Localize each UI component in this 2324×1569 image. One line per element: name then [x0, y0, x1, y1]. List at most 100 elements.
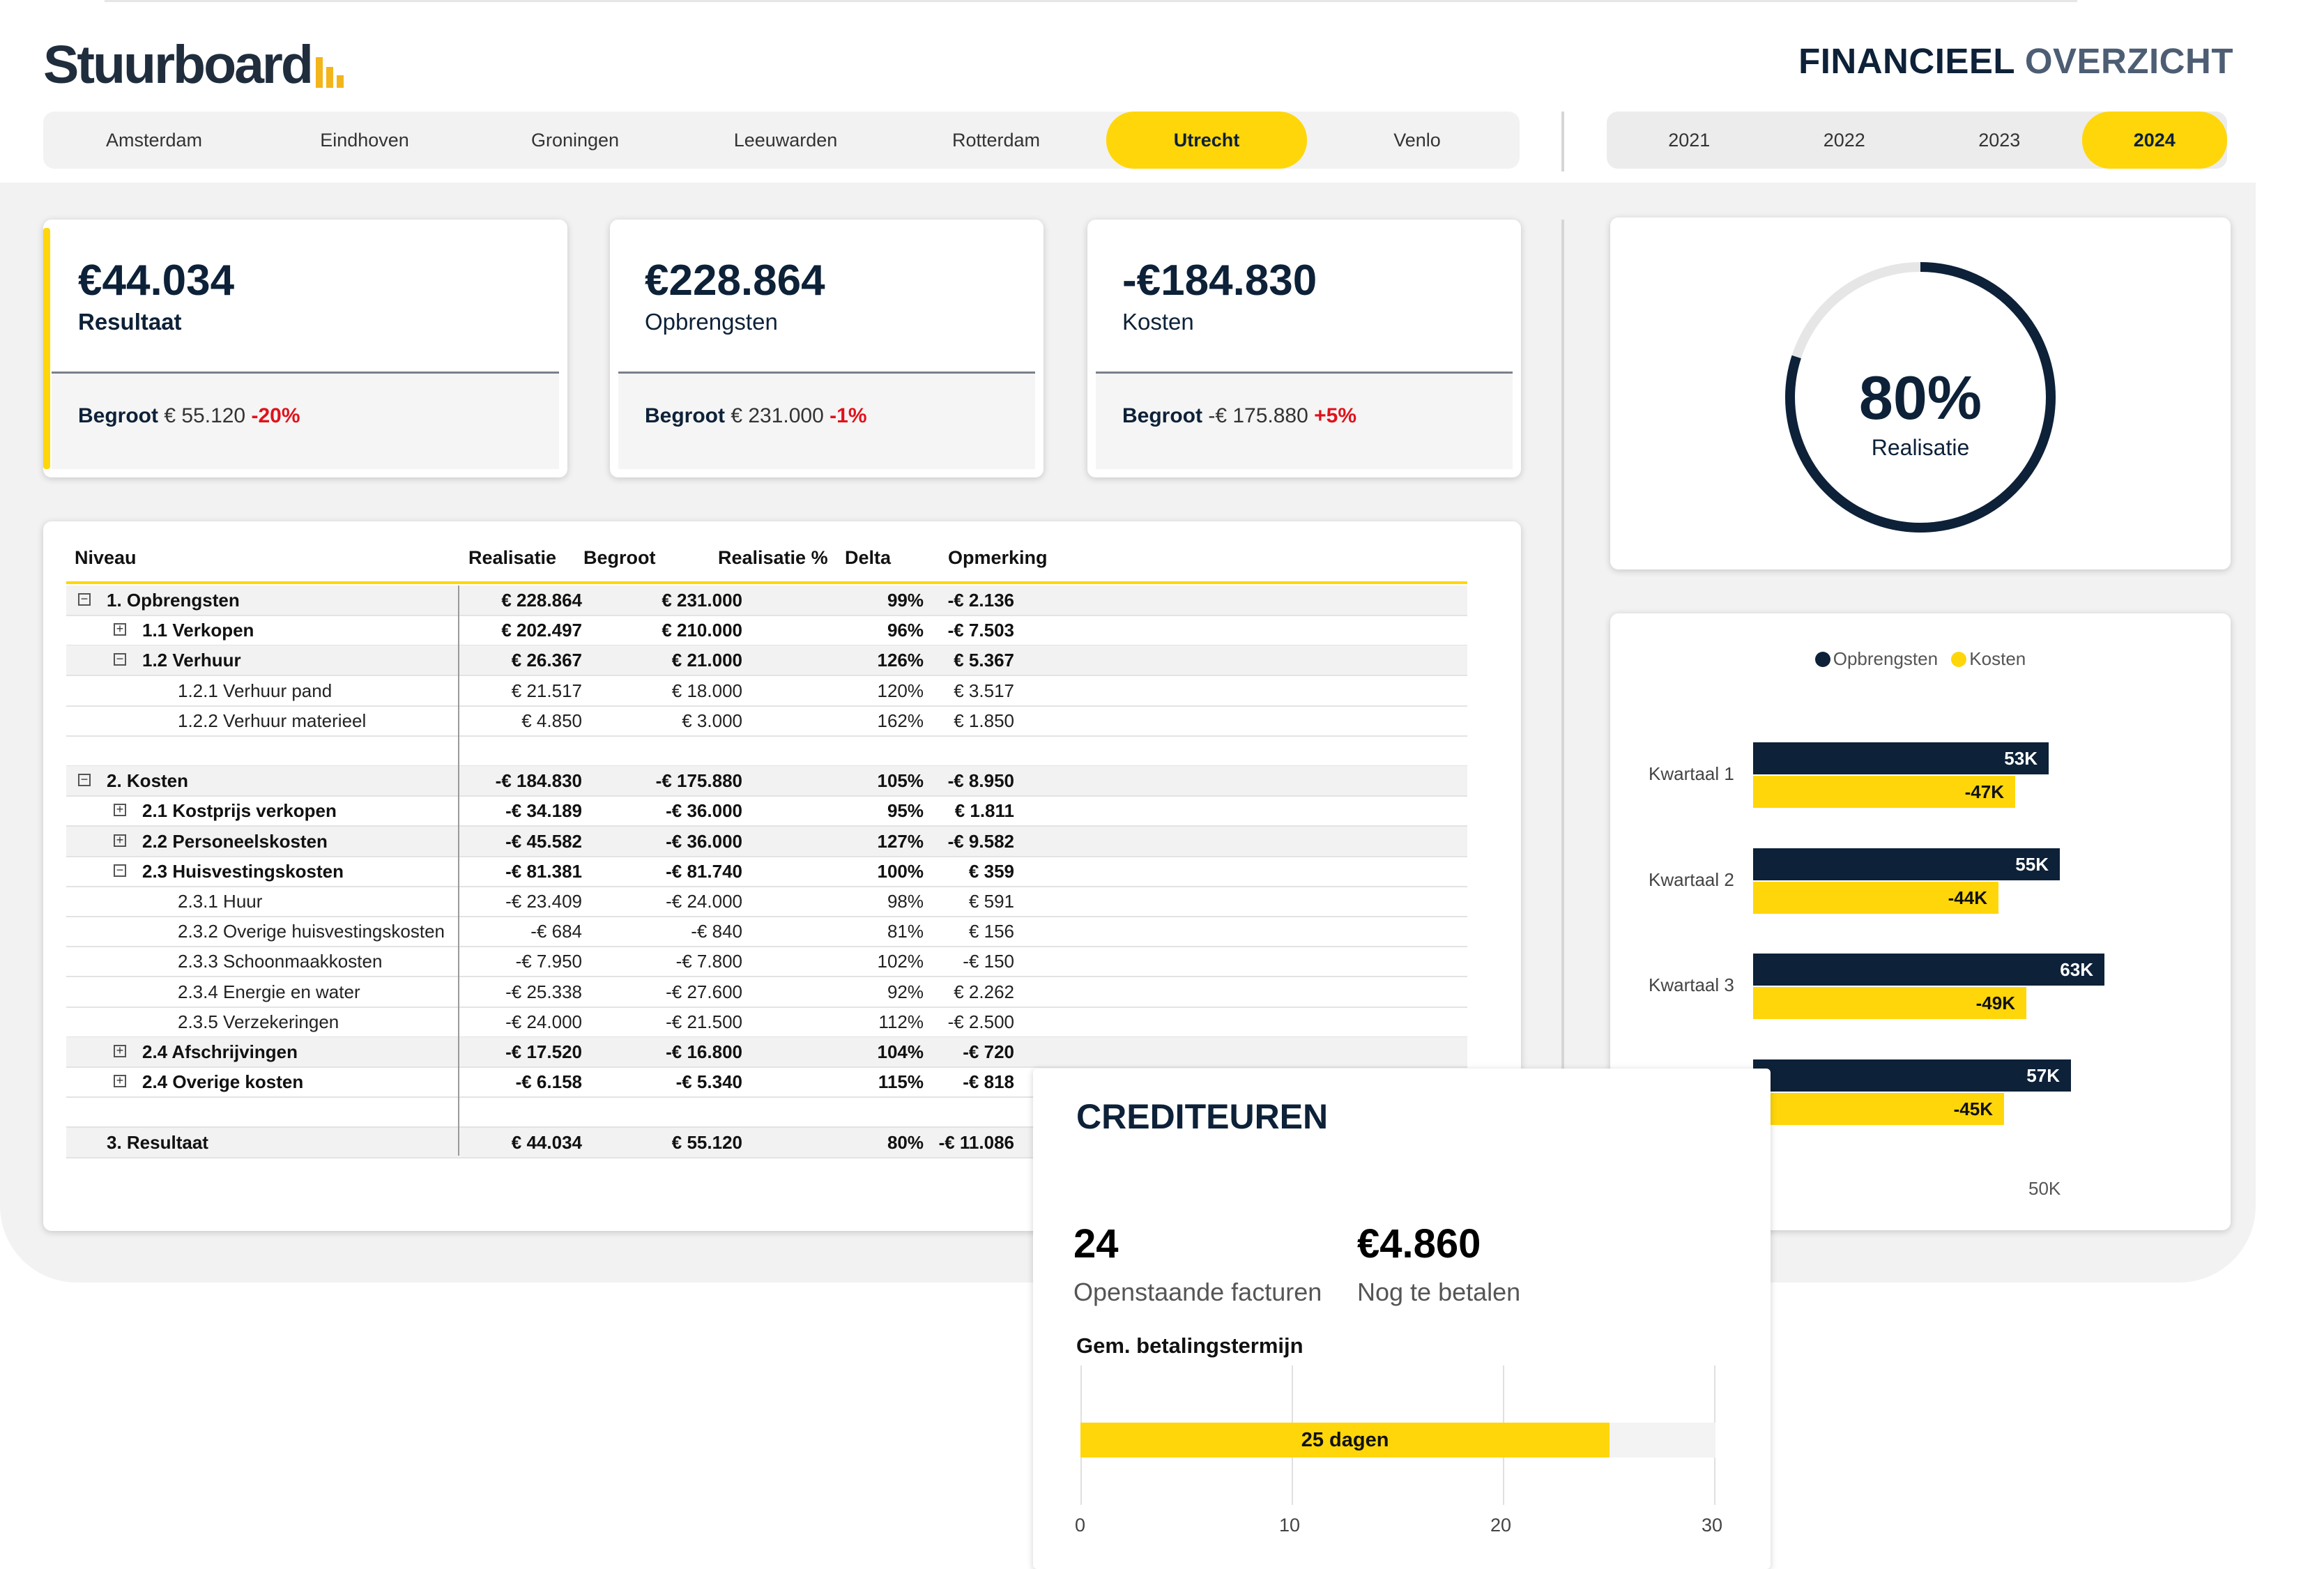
city-rotterdam[interactable]: Rotterdam [951, 129, 1041, 151]
bar-opbrengsten[interactable]: 53K [1753, 742, 2049, 774]
expand-icon[interactable]: + [114, 803, 126, 817]
cell-begroot: -€ 16.800 [666, 1041, 742, 1062]
kpi-divider [618, 372, 1035, 374]
row-label: 2.3.1 Huur [178, 891, 263, 912]
top-border [105, 0, 2077, 2]
cell-delta [924, 736, 1014, 765]
expand-icon[interactable]: + [114, 622, 126, 636]
bar-kosten[interactable]: -44K [1753, 882, 1998, 914]
year-2022[interactable]: 2022 [1823, 129, 1865, 151]
table-row[interactable]: 2.3.5 Verzekeringen -€ 24.000 -€ 21.500 112… [66, 1007, 1467, 1038]
table-row[interactable]: 2.3.3 Schoonmaakkosten -€ 7.950 -€ 7.800 10… [66, 947, 1467, 978]
collapse-icon[interactable]: − [114, 652, 126, 666]
table-row[interactable]: +2.2 Personeelskosten -€ 45.582 -€ 36.000 1… [66, 826, 1467, 857]
legend-opbrengsten[interactable]: Opbrengsten [1833, 648, 1939, 669]
table-row[interactable]: − 1. Opbrengsten € 228.864 € 231.000 99% -€ 2… [66, 585, 1467, 616]
city-leeuwarden[interactable]: Leeuwarden [733, 129, 838, 151]
col-header-niveau[interactable]: Niveau [75, 547, 137, 568]
cell-realisatie: -€ 184.830 [495, 770, 582, 792]
kpi-delta: +5% [1314, 404, 1357, 427]
row-label: 1.2 Verhuur [142, 650, 241, 671]
city-eindhoven[interactable]: Eindhoven [320, 129, 409, 151]
col-header-realisatie-pct[interactable]: Realisatie % [718, 547, 828, 568]
cell-realisatie-pct: 98% [887, 891, 924, 912]
cell-realisatie: € 202.497 [501, 620, 582, 641]
cell-realisatie-pct: 95% [887, 800, 924, 822]
col-header-begroot[interactable]: Begroot [583, 547, 656, 568]
collapse-icon[interactable]: − [78, 592, 91, 606]
table-row[interactable]: − 1.2 Verhuur € 26.367 € 21.000 126% € 5.367 [66, 645, 1467, 677]
cell-realisatie: € 4.850 [521, 710, 582, 731]
legend-kosten[interactable]: Kosten [1969, 648, 2026, 669]
table-row[interactable] [66, 736, 1467, 767]
row-label: 1.2.2 Verhuur materieel [178, 710, 367, 731]
bar-value-label: 63K [2060, 959, 2093, 980]
bar-opbrengsten[interactable]: 63K [1753, 954, 2104, 986]
table-row[interactable] [66, 1097, 1467, 1128]
kpi-card-resultaat: €44.034 Resultaat Begroot € 55.120 -20% [43, 220, 567, 477]
cell-begroot: -€ 81.740 [666, 860, 742, 882]
collapse-icon[interactable]: − [114, 864, 126, 877]
table-row[interactable]: 2.3.1 Huur -€ 23.409 -€ 24.000 98% € 591 [66, 887, 1467, 917]
city-amsterdam[interactable]: Amsterdam [105, 129, 203, 151]
bar-kosten[interactable]: -47K [1753, 776, 2015, 808]
collapse-icon[interactable]: − [78, 773, 91, 787]
cell-realisatie: € 228.864 [501, 590, 582, 611]
kpi-budget-label: Begroot [78, 404, 158, 427]
cell-realisatie-pct: 80% [887, 1131, 924, 1153]
cell-realisatie: -€ 6.158 [515, 1071, 582, 1093]
kpi-footer [618, 374, 1035, 469]
bar-kosten[interactable]: -49K [1753, 987, 2026, 1019]
row-label: 2.3.4 Energie en water [178, 981, 360, 1002]
city-groningen[interactable]: Groningen [530, 129, 620, 151]
cell-begroot: -€ 5.340 [675, 1071, 742, 1093]
bar-kosten[interactable]: -45K [1753, 1093, 2004, 1125]
table-row[interactable]: 1.2.2 Verhuur materieel € 4.850 € 3.000 162… [66, 706, 1467, 737]
logo-bars-icon [315, 57, 344, 88]
cell-realisatie: € 26.367 [511, 650, 582, 671]
row-label: 2.1 Kostprijs verkopen [142, 800, 337, 822]
row-label: 2.3.3 Schoonmaakkosten [178, 951, 383, 972]
cell-realisatie-pct: 127% [877, 830, 924, 852]
cell-realisatie: -€ 23.409 [505, 891, 582, 912]
table-row[interactable]: 2.3.2 Overige huisvestingskosten -€ 684 -€… [66, 917, 1467, 948]
row-label: 3. Resultaat [107, 1131, 208, 1153]
kpi-value: €228.864 [645, 257, 825, 305]
cell-realisatie [429, 1097, 582, 1126]
table-row[interactable]: +1.1 Verkopen € 202.497 € 210.000 96% -€ 7.5… [66, 615, 1467, 647]
kpi-divider [1096, 372, 1513, 374]
cell-begroot: € 210.000 [662, 620, 742, 641]
table-row[interactable]: − 2.3 Huisvestingskosten -€ 81.381 -€ 81.74… [66, 857, 1467, 887]
row-label: 1.1 Verkopen [142, 620, 254, 641]
quarter-label: Kwartaal 2 [1649, 869, 1734, 890]
col-header-opmerking[interactable]: Opmerking [948, 547, 1048, 568]
cell-delta: € 1.850 [954, 710, 1014, 731]
row-label: 2. Kosten [107, 770, 189, 792]
cell-delta: € 591 [968, 891, 1014, 912]
expand-icon[interactable]: + [114, 834, 126, 847]
expand-icon[interactable]: + [114, 1044, 126, 1057]
cell-realisatie-pct: 96% [887, 620, 924, 641]
expand-icon[interactable]: + [114, 1074, 126, 1088]
table-row[interactable]: +2.4 Overige kosten -€ 6.158 -€ 5.340 115% -… [66, 1067, 1467, 1099]
table-row[interactable]: 1.2.1 Verhuur pand € 21.517 € 18.000 120% € … [66, 676, 1467, 707]
cell-delta: -€ 8.950 [947, 770, 1014, 792]
year-2021[interactable]: 2021 [1668, 129, 1711, 151]
bar-opbrengsten[interactable]: 57K [1753, 1059, 2071, 1092]
bar-opbrengsten[interactable]: 55K [1753, 848, 2060, 880]
col-header-delta[interactable]: Delta [845, 547, 892, 568]
year-2023[interactable]: 2023 [1978, 129, 2021, 151]
table-row[interactable]: − 2. Kosten -€ 184.830 -€ 175.880 105% -€ 8.9… [66, 766, 1467, 797]
year-2024[interactable]: 2024 [2081, 112, 2227, 169]
cell-begroot: € 21.000 [671, 650, 742, 671]
axis-tick-0: 0 [1075, 1515, 1086, 1536]
bar-value-label: -45K [1953, 1099, 1993, 1119]
kpi-budget: Begroot € 55.120 -20% [78, 404, 300, 428]
table-row[interactable]: +2.4 Afschrijvingen -€ 17.520 -€ 16.800 104… [66, 1037, 1467, 1068]
col-header-realisatie[interactable]: Realisatie [468, 547, 557, 568]
city-utrecht[interactable]: Utrecht [1106, 112, 1307, 169]
city-venlo[interactable]: Venlo [1393, 129, 1441, 151]
table-row[interactable]: 2.3.4 Energie en water -€ 25.338 -€ 27.600… [66, 977, 1467, 1008]
cell-delta: -€ 7.503 [947, 620, 1014, 641]
table-row[interactable]: +2.1 Kostprijs verkopen -€ 34.189 -€ 36.00… [66, 796, 1467, 827]
